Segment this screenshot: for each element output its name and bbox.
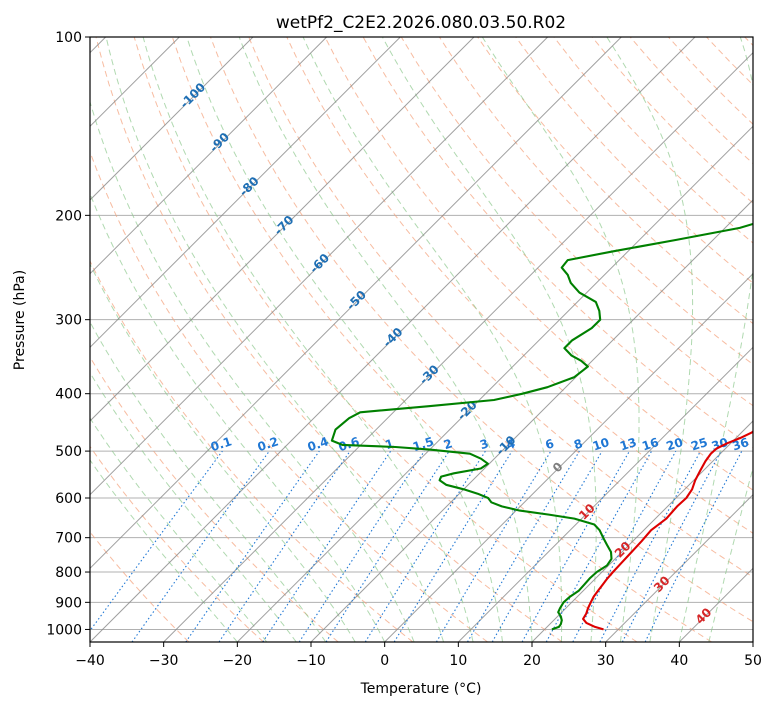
x-tick-label: 20 <box>523 653 541 669</box>
dry-adiabat <box>0 37 264 642</box>
y-axis-label: Pressure (hPa) <box>12 270 28 370</box>
y-tick-label: 500 <box>55 444 82 460</box>
mixing-ratio-label: 6 <box>544 436 556 452</box>
mixing-ratio-line <box>365 451 485 642</box>
isotherm-line <box>0 37 327 642</box>
isotherm-line <box>16 37 621 642</box>
dry-adiabat <box>58 37 488 642</box>
mixing-ratio-line <box>522 451 629 642</box>
isotherm-line <box>164 37 769 642</box>
moist-adiabat <box>187 37 503 642</box>
moist-adiabat <box>46 37 384 642</box>
dry-adiabat <box>707 37 775 642</box>
moist-adiabat <box>303 37 562 642</box>
x-axis: −40 −30 −20 −10 0 10 20 30 40 50 <box>75 642 762 669</box>
isotherm-label: -40 <box>380 325 405 350</box>
mixing-ratio-line <box>326 451 449 642</box>
mixing-ratio-label: 2 <box>442 436 454 452</box>
y-tick-label: 300 <box>55 313 82 329</box>
isotherm-label: -10 <box>493 433 518 458</box>
y-tick-label: 600 <box>55 491 82 507</box>
mixing-ratio-label: 1 <box>383 436 395 452</box>
isotherm-label: 40 <box>693 605 715 627</box>
mixing-ratio-line <box>219 451 350 642</box>
y-tick-label: 800 <box>55 565 82 581</box>
moist-adiabat <box>143 37 473 642</box>
dry-adiabat <box>668 37 775 642</box>
y-tick-label: 700 <box>55 531 82 547</box>
y-tick-label: 100 <box>55 30 82 46</box>
x-tick-label: 40 <box>670 653 688 669</box>
mixing-ratio-line <box>299 451 424 642</box>
moist-adiabat <box>22 37 356 642</box>
x-tick-label: −10 <box>296 653 326 669</box>
x-tick-label: −40 <box>75 653 105 669</box>
isotherm-label: -100 <box>177 80 208 111</box>
x-tick-label: −20 <box>223 653 253 669</box>
dry-adiabat <box>20 37 413 642</box>
dry-adiabat <box>0 37 338 642</box>
isotherm-label: 0 <box>550 459 566 475</box>
x-tick-label: −30 <box>149 653 179 669</box>
plot-frame <box>90 37 753 642</box>
isotherm-line <box>385 37 775 642</box>
mixing-ratio-line <box>263 451 391 642</box>
chart-title: wetPf2_C2E2.2026.080.03.50.R02 <box>276 13 566 33</box>
y-axis: 100 200 300 400 500 600 700 800 900 1000 <box>46 30 90 638</box>
x-tick-label: 50 <box>744 653 762 669</box>
y-tick-label: 900 <box>55 595 82 611</box>
isotherm-line <box>679 37 775 642</box>
x-tick-label: 10 <box>449 653 467 669</box>
mixing-ratio-line <box>82 451 223 642</box>
isotherm-label: -60 <box>307 251 332 276</box>
isotherm-line <box>0 37 253 642</box>
moist-adiabat <box>0 37 237 642</box>
moist-adiabat <box>709 37 775 642</box>
dry-adiabat <box>0 37 189 642</box>
isotherm-label: -30 <box>417 362 442 387</box>
mixing-ratio-line <box>468 451 580 642</box>
x-axis-label: Temperature (°C) <box>360 681 482 697</box>
dry-adiabat <box>516 37 775 642</box>
isotherm-label: 30 <box>651 573 673 595</box>
isotherm-label: -80 <box>237 174 262 199</box>
dry-adiabat <box>554 37 775 642</box>
isotherm-line <box>0 37 474 642</box>
mixing-ratio-label: 8 <box>572 436 584 452</box>
y-tick-label: 1000 <box>46 622 82 638</box>
dry-adiabat <box>745 37 775 642</box>
moist-adiabat <box>382 37 596 642</box>
isotherm-label: -70 <box>271 213 296 238</box>
y-tick-label: 200 <box>55 208 82 224</box>
isotherm-label: -50 <box>344 288 369 313</box>
temperature-profile-line <box>583 37 775 629</box>
x-tick-label: 30 <box>597 653 615 669</box>
y-tick-label: 400 <box>55 387 82 403</box>
mixing-ratio-label: 3 <box>478 436 490 452</box>
moist-adiabat <box>74 37 414 642</box>
isotherm-line <box>753 37 775 642</box>
isotherm-line <box>0 37 400 642</box>
x-tick-label: 0 <box>380 653 389 669</box>
isotherm-line <box>237 37 775 642</box>
isotherm-line <box>532 37 775 642</box>
